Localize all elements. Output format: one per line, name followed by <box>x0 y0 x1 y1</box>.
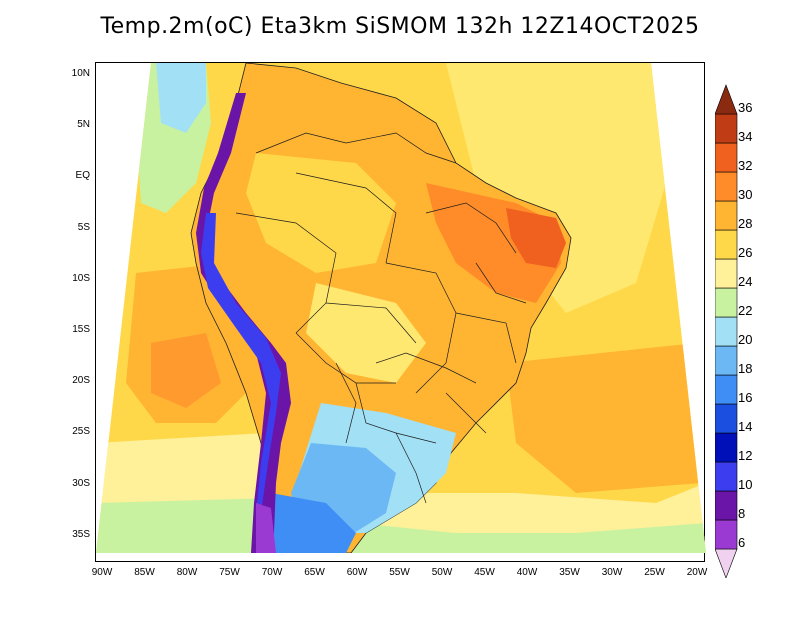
patagonia-cold <box>266 493 356 553</box>
colorbar-cell <box>715 84 738 115</box>
lat-tick-label: 35S <box>72 528 90 540</box>
lon-tick-label: 20W <box>686 567 708 578</box>
andes-peaks <box>201 213 281 513</box>
colorbar-label: 24 <box>738 274 753 289</box>
colorbar-cell <box>715 345 738 376</box>
lon-tick-label: 80W <box>176 567 198 578</box>
lon-tick-label: 40W <box>516 567 538 578</box>
colorbar-cell <box>715 113 738 144</box>
colorbar-cell <box>715 142 738 173</box>
colorbar-label: 8 <box>738 506 746 521</box>
lon-tick-label: 75W <box>219 567 240 578</box>
colorbar-cell <box>715 258 738 289</box>
colorbar <box>715 84 738 578</box>
lat-tick-label: 25S <box>72 426 90 438</box>
map-title: Temp.2m(oC) Eta3km SiSMOM 132h 12Z14OCT2… <box>100 14 700 39</box>
lon-tick-label: 70W <box>261 567 283 578</box>
pacific-warmer-zone <box>151 333 221 408</box>
lon-tick-label: 65W <box>304 567 325 578</box>
lat-tick-label: EQ <box>75 170 90 182</box>
colorbar-cell <box>715 374 738 405</box>
lat-tick-label: 10S <box>72 272 90 284</box>
colorbar-cell <box>715 316 738 347</box>
colorbar-label: 14 <box>738 419 753 434</box>
colorbar-label: 18 <box>738 361 753 376</box>
lon-tick-label: 90W <box>91 567 113 578</box>
lat-tick-label: 20S <box>72 375 90 387</box>
colorbar-cell <box>715 200 738 231</box>
atlantic-warm-zone <box>446 63 666 313</box>
colorbar-label: 6 <box>738 535 746 550</box>
lat-tick-label: 30S <box>72 477 90 489</box>
colorbar-label: 36 <box>738 100 753 115</box>
northeast-hottest <box>506 208 566 268</box>
colorbar-cell <box>715 519 738 550</box>
lat-tick-label: 15S <box>72 324 90 335</box>
colorbar-cell <box>715 432 738 463</box>
andes-glaciers <box>256 503 276 553</box>
lon-tick-label: 35W <box>559 567 580 578</box>
colorbar-label: 32 <box>738 158 753 173</box>
lat-tick-label: 10N <box>71 68 90 79</box>
colorbar-cell <box>715 287 738 318</box>
central-mild-zone <box>306 283 426 383</box>
lon-tick-label: 25W <box>644 567 665 578</box>
colorbar-label: 30 <box>738 187 753 202</box>
amazon-mild-zone <box>246 153 396 273</box>
colorbar-label: 10 <box>738 477 753 492</box>
colorbar-label: 12 <box>738 448 753 463</box>
colorbar-cell <box>715 461 738 492</box>
colorbar-label: 20 <box>738 332 753 347</box>
atlantic-south-zone <box>506 343 701 493</box>
south-ocean-band-2 <box>96 498 706 553</box>
colorbar-label: 34 <box>738 129 753 144</box>
lat-tick-label: 5S <box>77 221 90 233</box>
lat-tick-label: 5N <box>77 119 90 131</box>
colorbar-label: 22 <box>738 303 753 318</box>
lon-tick-label: 60W <box>346 567 368 578</box>
temperature-map <box>96 63 706 553</box>
lon-tick-label: 45W <box>474 567 495 578</box>
map-panel <box>95 62 706 562</box>
colorbar-cell <box>715 548 738 578</box>
colorbar-cell <box>715 490 738 521</box>
colorbar-cell <box>715 229 738 260</box>
lon-tick-label: 55W <box>389 567 410 578</box>
colorbar-cell <box>715 171 738 202</box>
colorbar-cell <box>715 403 738 434</box>
colorbar-label: 28 <box>738 216 753 231</box>
colorbar-label: 26 <box>738 245 753 260</box>
lon-tick-label: 85W <box>134 567 155 578</box>
pacific-north-cooler <box>156 63 206 133</box>
colorbar-label: 16 <box>738 390 753 405</box>
lon-tick-label: 30W <box>601 567 623 578</box>
country-borders <box>235 132 527 504</box>
lon-tick-label: 50W <box>431 567 453 578</box>
